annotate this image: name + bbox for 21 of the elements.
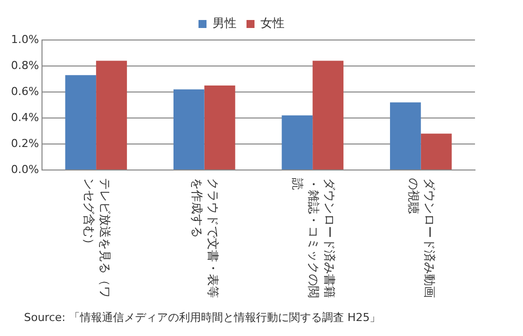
legend-label: 男性 (212, 16, 236, 30)
bar (173, 89, 204, 170)
x-tick-label: ダウンロード済み動画の視聴 (406, 178, 437, 298)
x-tick-label: テレビ放送を見る（ワンセグ含む） (82, 178, 112, 298)
bar (312, 60, 344, 170)
x-tick-label: クラウドで文書・表等を作成する (190, 178, 220, 298)
bar (96, 60, 127, 170)
y-tick-label: 0.6% (10, 84, 39, 98)
y-tick-label: 0.0% (10, 162, 39, 176)
y-tick-label: 0.8% (10, 58, 39, 72)
y-tick-label: 0.2% (10, 136, 39, 150)
legend-label: 女性 (260, 16, 284, 30)
x-tick-label: ダウンロード済み書籍・雑誌・コミックの閲読 (290, 178, 336, 298)
bar (204, 86, 236, 170)
y-tick-label: 0.4% (10, 110, 39, 124)
bar (420, 134, 452, 170)
bar (65, 75, 96, 170)
source-note: Source: 「情報通信メディアの利用時間と情報行動に関する調査 H25」 (23, 310, 382, 325)
y-tick-label: 1.0% (10, 32, 39, 46)
bar (282, 115, 313, 170)
bar (390, 102, 421, 170)
